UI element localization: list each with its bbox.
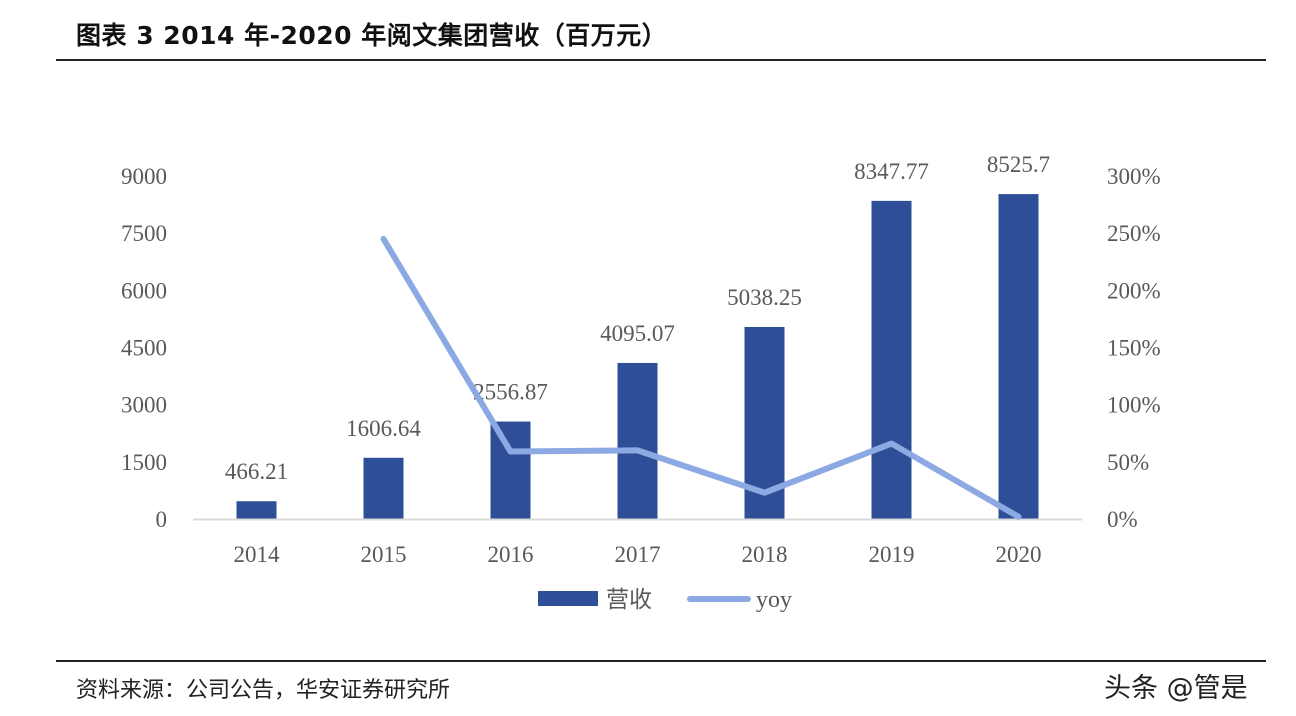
left-y-axis-ticks: 0 1500 3000 4500 6000 7500 9000 <box>121 164 167 532</box>
x-tick-2017: 2017 <box>615 542 661 567</box>
right-y-tick: 300% <box>1107 164 1161 189</box>
left-y-tick: 0 <box>156 507 168 532</box>
bar-series <box>236 194 1039 519</box>
yoy-point-2018 <box>762 490 767 496</box>
legend-label-line: yoy <box>756 587 792 613</box>
x-axis-ticks: 2014 2015 2016 2017 2018 2019 2020 <box>234 542 1042 567</box>
x-tick-2019: 2019 <box>869 542 915 567</box>
left-y-tick: 4500 <box>121 336 167 361</box>
bar-2020 <box>998 194 1039 519</box>
bar-label-2019: 8347.77 <box>854 159 929 184</box>
right-y-tick: 150% <box>1107 336 1161 361</box>
right-y-axis-ticks: 0% 50% 100% 150% 200% 250% 300% <box>1107 164 1161 532</box>
yoy-point-2015 <box>381 236 386 242</box>
bar-data-labels: 466.21 1606.64 2556.87 4095.07 5038.25 8347.7… <box>225 152 1050 484</box>
bar-label-2016: 2556.87 <box>473 380 548 405</box>
bar-2017 <box>617 362 658 519</box>
bar-label-2015: 1606.64 <box>346 416 421 441</box>
bar-2019 <box>871 200 912 519</box>
yoy-point-2019 <box>889 441 894 447</box>
x-tick-2018: 2018 <box>742 542 788 567</box>
left-y-tick: 3000 <box>121 393 167 418</box>
x-tick-2015: 2015 <box>361 542 407 567</box>
source-divider <box>56 660 1266 662</box>
right-y-tick: 100% <box>1107 393 1161 418</box>
source-note: 资料来源：公司公告，华安证券研究所 <box>76 678 451 703</box>
right-y-tick: 200% <box>1107 278 1161 303</box>
left-y-tick: 9000 <box>121 164 167 189</box>
figure-title: 图表 3 2014 年-2020 年阅文集团营收（百万元） <box>76 21 668 50</box>
legend-label-bar: 营收 <box>606 587 652 613</box>
yoy-point-2020 <box>1016 514 1021 520</box>
line-series <box>380 235 1022 520</box>
right-y-tick: 0% <box>1107 507 1138 532</box>
x-tick-2016: 2016 <box>488 542 534 567</box>
x-tick-2014: 2014 <box>234 542 281 567</box>
yoy-point-2017 <box>635 447 640 453</box>
left-y-tick: 7500 <box>121 221 167 246</box>
bar-2015 <box>363 457 404 519</box>
bar-label-2014: 466.21 <box>225 459 288 484</box>
bar-label-2020: 8525.7 <box>987 152 1050 177</box>
right-y-tick: 50% <box>1107 450 1149 475</box>
bar-2016 <box>490 421 531 519</box>
legend: 营收 yoy <box>538 587 792 613</box>
left-y-tick: 6000 <box>121 278 167 303</box>
watermark: 头条 @管是 <box>1104 673 1248 704</box>
bar-label-2017: 4095.07 <box>600 321 675 346</box>
yoy-point-2016 <box>508 449 513 455</box>
left-y-tick: 1500 <box>121 450 167 475</box>
yoy-line <box>380 235 1022 520</box>
title-divider <box>56 59 1266 61</box>
legend-swatch-bar <box>538 591 598 606</box>
right-y-tick: 250% <box>1107 221 1161 246</box>
bar-label-2018: 5038.25 <box>727 285 802 310</box>
x-tick-2020: 2020 <box>996 542 1042 567</box>
bar-2014 <box>236 501 277 519</box>
